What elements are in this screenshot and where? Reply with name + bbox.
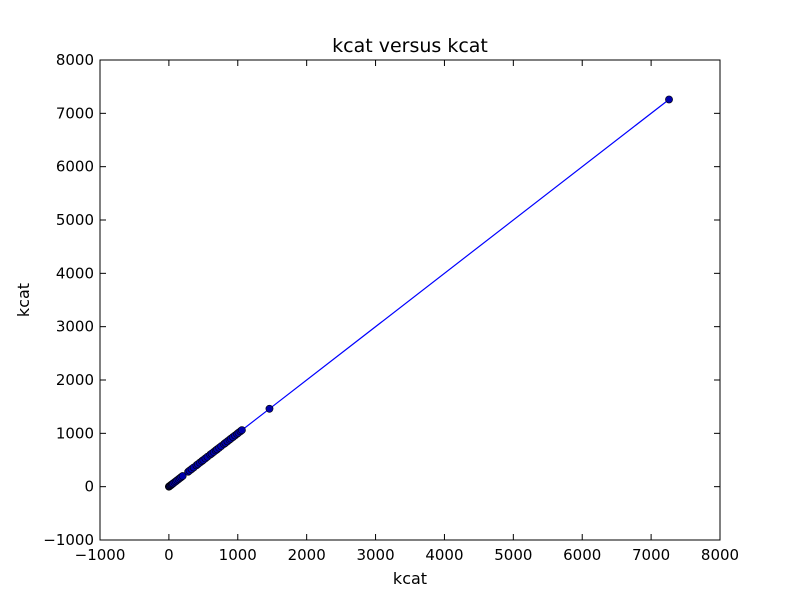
y-tick-label: 4000 [56,264,94,282]
x-tick-label: 5000 [494,546,532,564]
x-tick-label: 7000 [632,546,670,564]
data-point [178,472,187,480]
y-tick-label: 3000 [56,318,94,336]
x-tick-label: 0 [164,546,174,564]
data-point [665,95,673,104]
y-axis-label: kcat [14,283,33,317]
plot-area-frame [99,59,721,541]
x-tick-label: 8000 [701,546,739,564]
chart-title: kcat versus kcat [332,35,488,57]
x-tick-label: 4000 [425,546,463,564]
plot-layer [164,95,673,491]
x-tick-label: 1000 [219,546,257,564]
x-tick-label: −1000 [75,546,126,564]
x-tick-label: 2000 [288,546,326,564]
y-tick-label: 7000 [56,104,94,122]
data-point [238,426,246,435]
y-tick-label: 6000 [56,158,94,176]
y-tick-label: −1000 [43,531,94,549]
y-tick-label: 8000 [56,51,94,69]
x-tick-label: 3000 [356,546,394,564]
y-tick-label: 0 [84,478,94,496]
y-tick-label: 5000 [56,211,94,229]
x-axis-label: kcat [393,569,427,588]
y-tick-label: 2000 [56,371,94,389]
x-tick-label: 6000 [563,546,601,564]
y-tick-label: 1000 [56,424,94,442]
data-point [265,404,274,413]
axis-ticks: −1000 0 1000 2000 3000 4000 5000 6000 7000 8000 −1… [43,51,739,564]
